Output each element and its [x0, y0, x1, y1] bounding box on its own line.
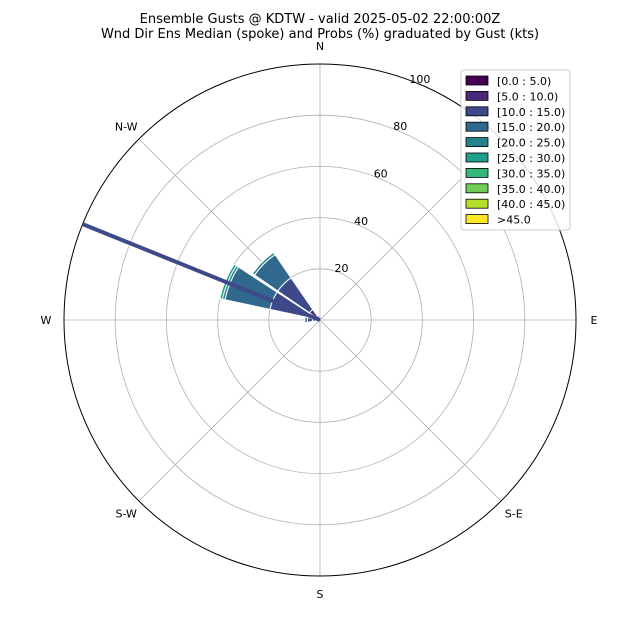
direction-label-w: W [41, 314, 52, 327]
direction-label-n-w: N-W [115, 120, 138, 133]
median-spoke [81, 222, 321, 322]
legend-entry-label: >45.0 [497, 214, 531, 227]
legend: [0.0 : 5.0) [5.0 : 10.0) [10.0 : 15.0) [15.… [460, 69, 571, 231]
direction-label-e: E [591, 314, 598, 327]
direction-label-s: S [317, 588, 324, 601]
polar-plot-area: N N-W W S-W S S-E E 20 40 60 80 100 [41, 40, 598, 601]
legend-swatch [465, 167, 489, 178]
wedge-dir315-bin4 [251, 251, 276, 276]
legend-swatch [465, 183, 489, 194]
legend-entry-label: [30.0 : 35.0) [497, 167, 565, 180]
legend-swatch [465, 121, 489, 132]
wedge-dir270-bin3 [304, 316, 308, 324]
legend-entry-label: [10.0 : 15.0) [497, 106, 565, 119]
wedge-dir292.5-bin5 [219, 263, 237, 300]
legend-entry-label: [20.0 : 25.0) [497, 137, 565, 150]
radial-tick-label-100: 100 [409, 73, 430, 86]
legend-swatch [465, 106, 489, 117]
legend-swatch [465, 91, 489, 101]
legend-entry-label: [5.0 : 10.0) [497, 90, 558, 103]
angular-grid-line [319, 319, 502, 502]
polar-frame [63, 63, 577, 577]
radial-tick-label-60: 60 [374, 167, 388, 180]
legend-swatch [465, 198, 489, 209]
legend-swatch [465, 152, 489, 163]
legend-entry-label: [40.0 : 45.0) [497, 198, 565, 211]
legend-entry-label: [35.0 : 40.0) [497, 183, 565, 196]
legend-swatch [465, 214, 489, 225]
legend-entry-label: [0.0 : 5.0) [497, 75, 551, 88]
legend-swatch [465, 137, 489, 148]
radial-tick-label-80: 80 [393, 120, 407, 133]
legend-swatch [465, 75, 489, 86]
legend-entry-label: [15.0 : 20.0) [497, 121, 565, 134]
chart-title-line1: Ensemble Gusts @ KDTW - valid 2025-05-02… [140, 12, 501, 27]
direction-label-n: N [316, 40, 324, 53]
direction-label-s-w: S-W [116, 508, 138, 521]
radial-tick-label-20: 20 [335, 262, 349, 275]
legend-entry-label: [25.0 : 30.0) [497, 152, 565, 165]
direction-label-s-e: S-E [505, 508, 523, 521]
radial-tick-label-40: 40 [354, 215, 368, 228]
chart-title-line2: Wnd Dir Ens Median (spoke) and Probs (%)… [101, 27, 539, 42]
angular-grid-line [138, 319, 321, 502]
